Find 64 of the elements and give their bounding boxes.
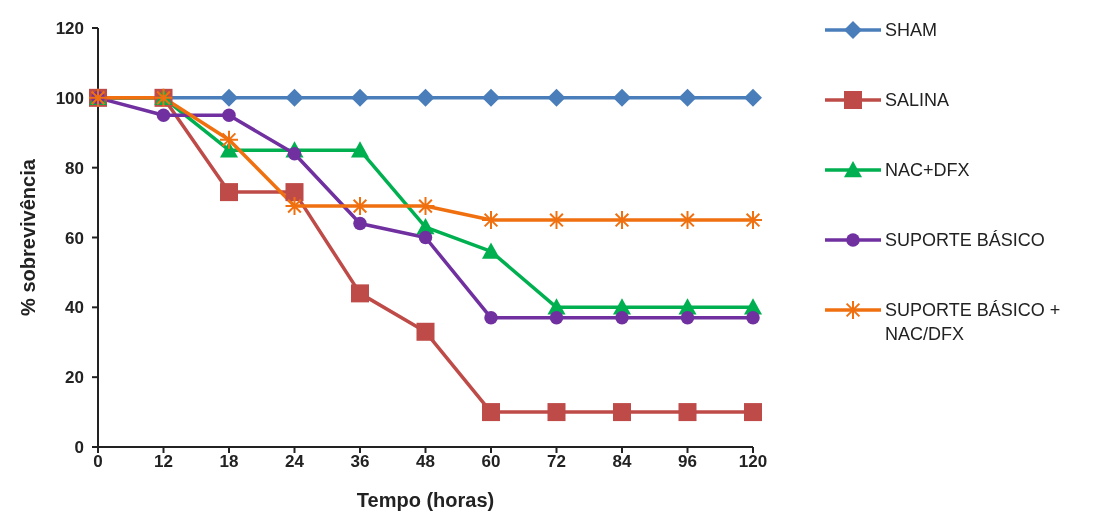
point: [613, 88, 631, 107]
point: [613, 403, 631, 422]
legend-label: SHAM: [885, 19, 938, 42]
y-tick-label: 60: [65, 228, 84, 248]
point: [220, 88, 238, 107]
point: [219, 129, 239, 150]
y-tick-label: 80: [65, 158, 84, 178]
point: [743, 210, 763, 231]
point: [350, 196, 370, 217]
x-tick-label: 18: [219, 452, 239, 472]
point: [351, 141, 369, 158]
x-tick-label: 120: [738, 452, 768, 472]
legend-label: SUPORTE BÁSICO: [885, 229, 1046, 252]
x-tick-label: 24: [285, 452, 305, 472]
point: [220, 183, 238, 202]
x-tick-label: 36: [350, 452, 370, 472]
point: [222, 108, 236, 123]
x-tick-label: 12: [154, 452, 173, 472]
legend-label: NAC+DFX: [885, 159, 971, 182]
point: [285, 88, 304, 107]
y-tick-label: 100: [55, 88, 84, 108]
x-axis-title: Tempo (horas): [356, 489, 495, 511]
x-tick-label: 84: [612, 452, 632, 472]
point: [677, 210, 698, 231]
point: [287, 146, 302, 161]
point: [284, 196, 305, 217]
y-tick-label: 120: [55, 19, 84, 39]
x-tick-label: 60: [481, 452, 501, 472]
y-tick-label: 20: [65, 368, 84, 388]
x-tick-label: 48: [416, 452, 435, 472]
y-tick-label: 40: [65, 298, 84, 318]
point: [549, 311, 564, 325]
point: [482, 242, 500, 259]
point: [351, 88, 369, 107]
point: [416, 88, 435, 107]
y-tick-label: 0: [74, 438, 84, 458]
point: [678, 88, 697, 107]
point: [415, 196, 436, 217]
point: [746, 311, 760, 325]
point: [678, 403, 697, 422]
legend-label: SALINA: [885, 89, 951, 112]
legend-label: SUPORTE BÁSICO + NAC/DFX: [885, 299, 1062, 346]
point: [285, 183, 304, 202]
point: [744, 88, 762, 107]
y-axis-title: % sobrevivência: [17, 158, 40, 316]
point: [680, 311, 695, 325]
point: [482, 88, 500, 107]
point: [612, 210, 632, 231]
point: [615, 311, 629, 325]
point: [547, 88, 566, 107]
point: [547, 403, 566, 422]
x-tick-label: 96: [678, 452, 697, 472]
point: [744, 403, 762, 422]
point: [481, 210, 501, 231]
point: [351, 284, 369, 303]
x-tick-label: 0: [93, 452, 103, 472]
point: [484, 311, 498, 325]
point: [546, 210, 567, 231]
point: [418, 230, 433, 245]
point: [353, 216, 367, 231]
x-tick-label: 72: [547, 452, 566, 472]
point: [416, 322, 435, 341]
point: [482, 403, 500, 422]
point: [156, 108, 171, 123]
